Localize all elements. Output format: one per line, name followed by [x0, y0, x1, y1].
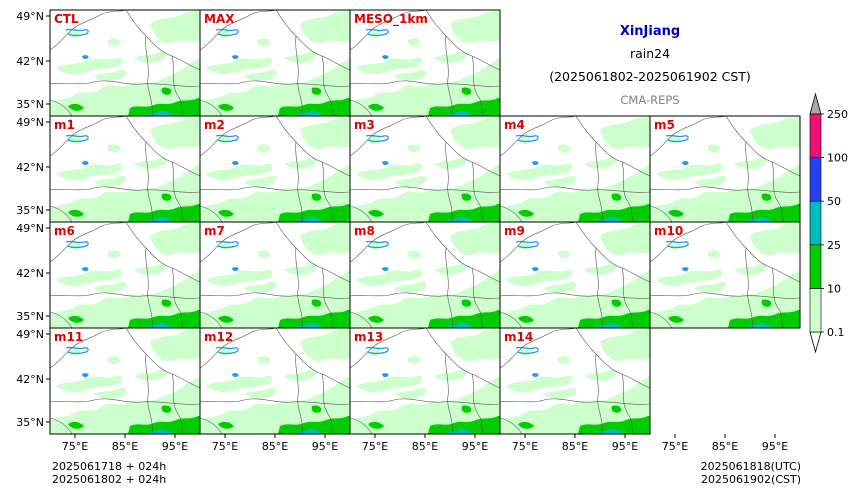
map-panel-m12: m12 — [199, 327, 351, 435]
colorbar-segment — [809, 113, 822, 158]
lat-tick-label: 42°N — [16, 373, 44, 386]
map-panel-max: MAX — [199, 9, 351, 117]
variable-title: rain24 — [630, 46, 670, 61]
panel-label: m4 — [504, 118, 525, 132]
lat-tick-label: 35°N — [16, 98, 44, 111]
lat-tick-label: 35°N — [16, 310, 44, 323]
map-panel-m11: m11 — [49, 327, 201, 435]
map-panel-m7: m7 — [199, 221, 351, 329]
lon-tick-label: 95°E — [162, 440, 188, 453]
panel-label: m7 — [204, 224, 225, 238]
valid-time-cst: 2025061902(CST) — [701, 473, 801, 486]
panel-label: CTL — [54, 12, 79, 26]
panel-label: m1 — [54, 118, 75, 132]
panel-label: m11 — [54, 330, 83, 344]
lon-tick-label: 85°E — [562, 440, 588, 453]
map-panel-m13: m13 — [349, 327, 501, 435]
panel-label: m9 — [504, 224, 525, 238]
colorbar-level-label: 100 — [827, 152, 848, 165]
lon-tick-label: 85°E — [262, 440, 288, 453]
map-panel-m6: m6 — [49, 221, 201, 329]
colorbar-segment — [809, 288, 822, 333]
lat-tick-label: 49°N — [16, 10, 44, 23]
lon-tick-label: 95°E — [762, 440, 788, 453]
panel-label: m6 — [54, 224, 75, 238]
panel-label: m5 — [654, 118, 675, 132]
source-label: CMA-REPS — [620, 93, 679, 107]
region-title: XinJiang — [620, 24, 680, 39]
lon-tick-label: 75°E — [362, 440, 388, 453]
colorbar: 0.1 10 25 50 100 250 — [809, 92, 848, 354]
panel-label: m3 — [354, 118, 375, 132]
panel-label: m8 — [354, 224, 375, 238]
lat-tick-label: 49°N — [16, 116, 44, 129]
map-panel-ctl: CTL — [49, 9, 201, 117]
colorbar-upper-extend — [809, 92, 822, 115]
lat-tick-label: 42°N — [16, 55, 44, 68]
panel-frame — [649, 221, 801, 329]
map-panel-m9: m9 — [499, 221, 651, 329]
colorbar-level-label: 25 — [827, 239, 841, 252]
map-panel-m10: m10 — [649, 221, 801, 329]
local-time-line: 2025061802 + 024h — [52, 473, 166, 486]
period-title: (2025061802-2025061902 CST) — [549, 69, 751, 84]
lat-tick-label: 35°N — [16, 416, 44, 429]
lon-tick-label: 75°E — [662, 440, 688, 453]
colorbar-segment — [809, 200, 822, 246]
lon-tick-label: 85°E — [712, 440, 738, 453]
lon-tick-label: 95°E — [312, 440, 338, 453]
colorbar-segment — [809, 157, 822, 202]
lat-tick-label: 49°N — [16, 222, 44, 235]
panel-label: m14 — [504, 330, 533, 344]
panel-label: m12 — [204, 330, 233, 344]
lon-tick-label: 75°E — [62, 440, 88, 453]
panel-label: m13 — [354, 330, 383, 344]
map-panel-m2: m2 — [199, 115, 351, 223]
lat-tick-label: 49°N — [16, 328, 44, 341]
lon-tick-label: 75°E — [212, 440, 238, 453]
map-panel-m4: m4 — [499, 115, 651, 223]
panel-label: MAX — [204, 12, 235, 26]
map-panel-m8: m8 — [349, 221, 501, 329]
lat-tick-label: 35°N — [16, 204, 44, 217]
panel-label: MESO_1km — [354, 12, 428, 27]
colorbar-level-label: 10 — [827, 282, 841, 295]
map-panel-meso-1km: MESO_1km — [349, 9, 501, 117]
map-panel-m5: m5 — [649, 115, 801, 223]
map-panel-m3: m3 — [349, 115, 501, 223]
panel-label: m2 — [204, 118, 225, 132]
lon-tick-label: 95°E — [462, 440, 488, 453]
colorbar-lower-extend — [809, 331, 822, 354]
lat-tick-label: 42°N — [16, 267, 44, 280]
lon-tick-label: 75°E — [512, 440, 538, 453]
lat-tick-label: 42°N — [16, 161, 44, 174]
valid-time-utc: 2025061818(UTC) — [701, 460, 801, 473]
map-panel-m1: m1 — [49, 115, 201, 223]
lon-tick-label: 85°E — [112, 440, 138, 453]
panel-label: m10 — [654, 224, 683, 238]
map-panel-m14: m14 — [499, 327, 651, 435]
colorbar-level-label: 50 — [827, 195, 841, 208]
colorbar-level-label: 0.1 — [827, 326, 845, 339]
colorbar-level-label: 250 — [827, 108, 848, 121]
colorbar-segment — [809, 244, 822, 289]
init-time-line: 2025061718 + 024h — [52, 460, 166, 473]
lon-tick-label: 95°E — [612, 440, 638, 453]
lon-tick-label: 85°E — [412, 440, 438, 453]
